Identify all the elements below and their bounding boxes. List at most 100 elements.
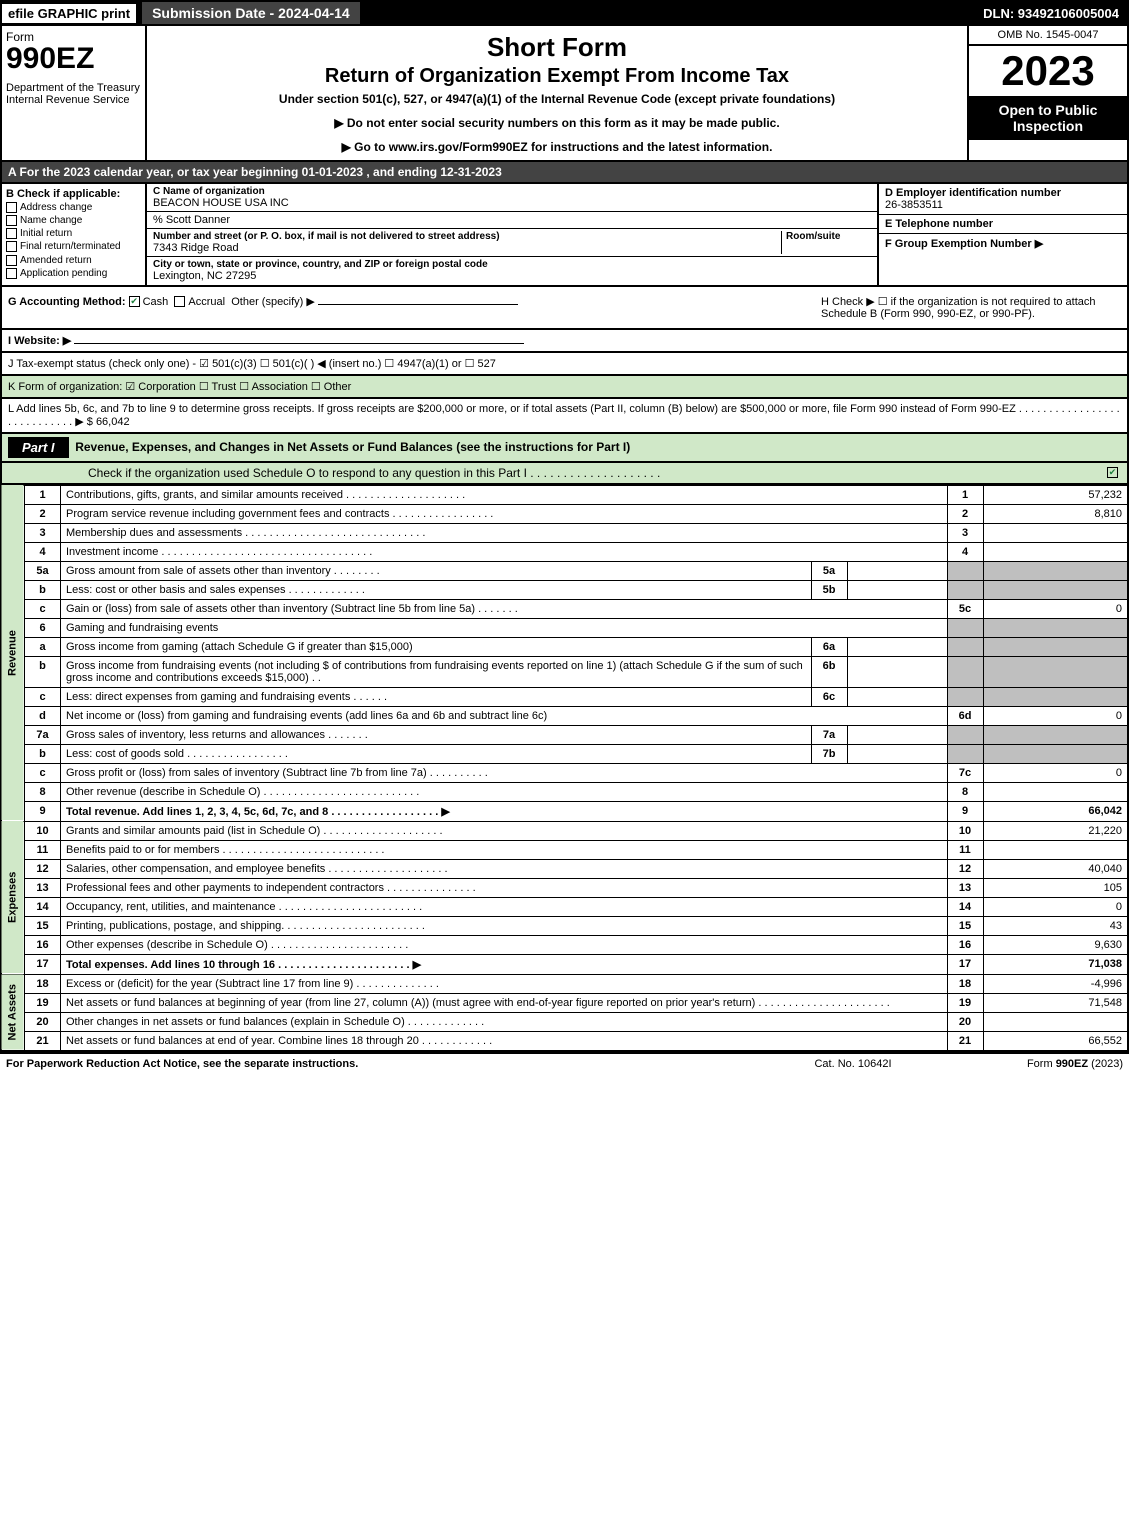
- row-l-gross-receipts: L Add lines 5b, 6c, and 7b to line 9 to …: [0, 399, 1129, 434]
- group-exemption-label: F Group Exemption Number ▶: [885, 238, 1043, 250]
- section-side-label: Revenue: [1, 485, 25, 821]
- line-desc: Total revenue. Add lines 1, 2, 3, 4, 5c,…: [61, 801, 948, 821]
- right-line-number: 17: [947, 954, 983, 974]
- sub-line-number: 6a: [811, 637, 847, 656]
- line-number: c: [25, 599, 61, 618]
- box-c-org-info: C Name of organization BEACON HOUSE USA …: [147, 184, 877, 285]
- line-desc: Less: direct expenses from gaming and fu…: [61, 687, 812, 706]
- street-label: Number and street (or P. O. box, if mail…: [153, 231, 781, 242]
- line-value: [983, 523, 1128, 542]
- part1-table: Revenue1Contributions, gifts, grants, an…: [0, 485, 1129, 1052]
- department-label: Department of the Treasury Internal Reve…: [6, 82, 141, 106]
- paperwork-notice: For Paperwork Reduction Act Notice, see …: [6, 1058, 763, 1070]
- line-value: 57,232: [983, 485, 1128, 504]
- org-name-label: C Name of organization: [153, 186, 871, 197]
- line-desc: Grants and similar amounts paid (list in…: [61, 821, 948, 840]
- line-value: 0: [983, 763, 1128, 782]
- line-number: 7a: [25, 725, 61, 744]
- right-val-grey: [983, 618, 1128, 637]
- line-number: 10: [25, 821, 61, 840]
- right-line-number: 4: [947, 542, 983, 561]
- line-value: 8,810: [983, 504, 1128, 523]
- sub-line-value[interactable]: [847, 561, 947, 580]
- room-label: Room/suite: [786, 231, 871, 242]
- right-val-grey: [983, 637, 1128, 656]
- street-address: 7343 Ridge Road: [153, 242, 781, 254]
- cb-accrual[interactable]: [174, 296, 185, 307]
- cb-initial-return[interactable]: Initial return: [6, 228, 141, 239]
- right-line-number: 9: [947, 801, 983, 821]
- sub-line-value[interactable]: [847, 656, 947, 687]
- line-number: 14: [25, 897, 61, 916]
- line-desc: Gross sales of inventory, less returns a…: [61, 725, 812, 744]
- right-line-number: 15: [947, 916, 983, 935]
- line-value: [983, 542, 1128, 561]
- schedule-b-check: H Check ▶ ☐ if the organization is not r…: [821, 295, 1121, 320]
- line-value: 40,040: [983, 859, 1128, 878]
- line-value: 71,548: [983, 993, 1128, 1012]
- cb-amended[interactable]: Amended return: [6, 255, 141, 266]
- line-number: 13: [25, 878, 61, 897]
- form-title-block: Short Form Return of Organization Exempt…: [147, 26, 967, 160]
- efile-print-label[interactable]: efile GRAPHIC print: [2, 4, 136, 23]
- line-number: 21: [25, 1031, 61, 1051]
- row-k-form-org: K Form of organization: ☑ Corporation ☐ …: [0, 376, 1129, 399]
- other-method-input[interactable]: [318, 304, 518, 305]
- right-num-grey: [947, 580, 983, 599]
- line-desc: Contributions, gifts, grants, and simila…: [61, 485, 948, 504]
- line-value: 66,042: [983, 801, 1128, 821]
- ssn-warning: ▶ Do not enter social security numbers o…: [153, 116, 961, 130]
- line-value: 105: [983, 878, 1128, 897]
- open-inspection-label: Open to Public Inspection: [969, 96, 1127, 140]
- part1-header: Part I Revenue, Expenses, and Changes in…: [0, 434, 1129, 463]
- right-line-number: 5c: [947, 599, 983, 618]
- right-line-number: 11: [947, 840, 983, 859]
- sub-line-number: 5a: [811, 561, 847, 580]
- line-desc: Gross income from gaming (attach Schedul…: [61, 637, 812, 656]
- right-num-grey: [947, 687, 983, 706]
- box-def: D Employer identification number 26-3853…: [877, 184, 1127, 285]
- line-desc: Excess or (deficit) for the year (Subtra…: [61, 974, 948, 993]
- line-desc: Net assets or fund balances at beginning…: [61, 993, 948, 1012]
- top-bar: efile GRAPHIC print Submission Date - 20…: [0, 0, 1129, 26]
- website-input[interactable]: [74, 343, 524, 344]
- line-number: 6: [25, 618, 61, 637]
- right-val-grey: [983, 561, 1128, 580]
- line-number: 19: [25, 993, 61, 1012]
- sub-line-number: 7b: [811, 744, 847, 763]
- line-desc: Other changes in net assets or fund bala…: [61, 1012, 948, 1031]
- schedule-o-check[interactable]: [1107, 467, 1118, 478]
- cb-name-change[interactable]: Name change: [6, 215, 141, 226]
- sub-line-value[interactable]: [847, 687, 947, 706]
- line-desc: Occupancy, rent, utilities, and maintena…: [61, 897, 948, 916]
- line-desc: Other expenses (describe in Schedule O) …: [61, 935, 948, 954]
- row-j-tax-status: J Tax-exempt status (check only one) - ☑…: [0, 353, 1129, 376]
- sub-line-number: 5b: [811, 580, 847, 599]
- sub-line-value[interactable]: [847, 637, 947, 656]
- line-value: [983, 782, 1128, 801]
- phone-label: E Telephone number: [885, 218, 1121, 230]
- sub-line-value[interactable]: [847, 725, 947, 744]
- line-desc: Net assets or fund balances at end of ye…: [61, 1031, 948, 1051]
- cb-address-change[interactable]: Address change: [6, 202, 141, 213]
- line-desc: Gain or (loss) from sale of assets other…: [61, 599, 948, 618]
- sub-line-value[interactable]: [847, 580, 947, 599]
- irs-link-note: ▶ Go to www.irs.gov/Form990EZ for instru…: [153, 140, 961, 154]
- form-meta-block: OMB No. 1545-0047 2023 Open to Public In…: [967, 26, 1127, 160]
- title-subtitle: Under section 501(c), 527, or 4947(a)(1)…: [153, 92, 961, 106]
- line-number: b: [25, 656, 61, 687]
- box-b-header: B Check if applicable:: [6, 188, 141, 200]
- line-desc: Printing, publications, postage, and shi…: [61, 916, 948, 935]
- page-footer: For Paperwork Reduction Act Notice, see …: [0, 1052, 1129, 1074]
- cb-final-return[interactable]: Final return/terminated: [6, 241, 141, 252]
- line-number: 17: [25, 954, 61, 974]
- right-val-grey: [983, 744, 1128, 763]
- right-line-number: 7c: [947, 763, 983, 782]
- sub-line-value[interactable]: [847, 744, 947, 763]
- cb-cash[interactable]: [129, 296, 140, 307]
- part1-subheader: Check if the organization used Schedule …: [0, 463, 1129, 485]
- right-line-number: 6d: [947, 706, 983, 725]
- cb-pending[interactable]: Application pending: [6, 268, 141, 279]
- submission-date: Submission Date - 2024-04-14: [142, 2, 360, 24]
- line-number: c: [25, 763, 61, 782]
